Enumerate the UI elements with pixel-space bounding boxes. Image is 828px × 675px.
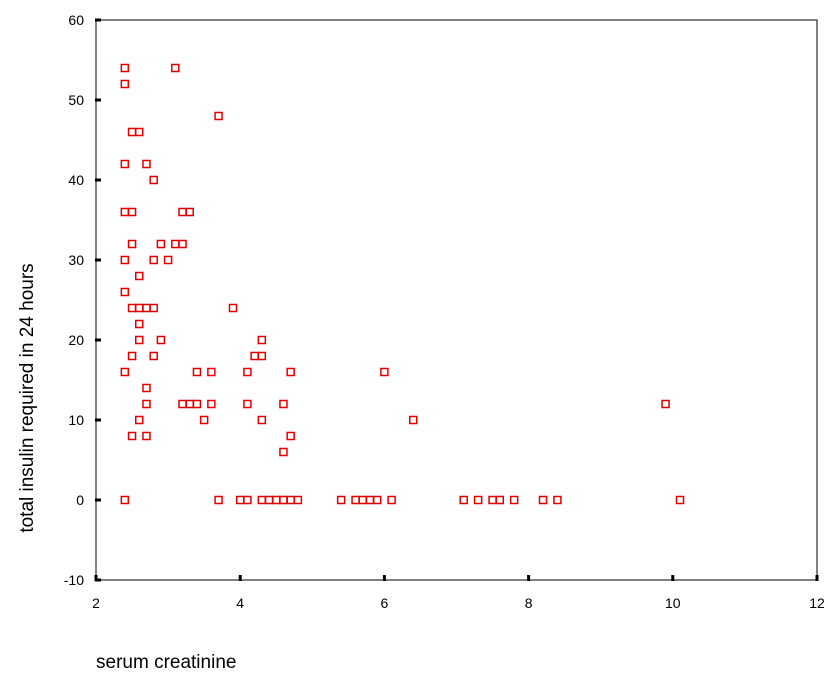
data-point — [257, 351, 267, 361]
data-point — [127, 207, 137, 217]
data-point — [243, 495, 252, 505]
data-point — [142, 399, 151, 409]
data-point — [171, 63, 180, 73]
data-point — [127, 431, 137, 441]
y-tick-label: 10 — [68, 412, 84, 428]
data-point — [120, 159, 130, 169]
data-point — [192, 367, 202, 377]
x-tick-label: 10 — [665, 595, 681, 611]
data-point — [142, 431, 151, 441]
data-point — [149, 351, 158, 361]
data-point — [336, 495, 346, 505]
data-point — [495, 495, 505, 505]
data-point — [459, 495, 468, 505]
data-point — [257, 415, 267, 425]
data-point — [163, 255, 173, 265]
data-point — [286, 431, 295, 441]
data-point — [120, 367, 130, 377]
x-tick-label: 2 — [92, 595, 100, 611]
data-point — [127, 239, 137, 249]
data-point — [279, 447, 288, 457]
y-tick-label: 50 — [68, 92, 84, 108]
data-point — [149, 303, 158, 313]
data-point — [214, 495, 223, 505]
y-tick-label: 0 — [76, 492, 84, 508]
data-point — [127, 351, 137, 361]
x-tick-label: 8 — [525, 595, 533, 611]
data-point — [207, 367, 216, 377]
data-point — [142, 159, 151, 169]
data-point — [185, 207, 194, 217]
data-point — [192, 399, 202, 409]
data-point — [120, 255, 130, 265]
data-point — [372, 495, 382, 505]
data-point — [178, 239, 187, 249]
x-tick-label: 6 — [381, 595, 389, 611]
data-point — [387, 495, 396, 505]
data-point — [243, 367, 252, 377]
data-point — [286, 367, 295, 377]
axis-ticks: 2 4 6 8 10 12 -10 0 10 20 30 40 50 60 — [64, 12, 825, 611]
data-point — [408, 415, 418, 425]
data-point — [135, 335, 144, 345]
data-point — [156, 239, 166, 249]
data-point — [214, 111, 223, 121]
x-tick-label: 12 — [809, 595, 825, 611]
data-point — [120, 495, 130, 505]
data-point — [661, 399, 670, 409]
y-tick-label: 60 — [68, 12, 84, 28]
data-point — [135, 271, 144, 281]
x-tick-label: 4 — [236, 595, 244, 611]
data-point — [149, 255, 158, 265]
data-point — [473, 495, 483, 505]
data-point — [135, 127, 144, 137]
data-point — [120, 63, 130, 73]
data-point — [149, 175, 158, 185]
data-point — [207, 399, 216, 409]
data-points — [120, 63, 685, 505]
data-point — [120, 79, 130, 89]
data-point — [156, 335, 166, 345]
plot-frame — [95, 19, 818, 581]
data-point — [120, 287, 130, 297]
data-point — [243, 399, 252, 409]
data-point — [142, 383, 151, 393]
data-point — [675, 495, 685, 505]
y-tick-label: 40 — [68, 172, 84, 188]
data-point — [380, 367, 389, 377]
data-point — [199, 415, 209, 425]
data-point — [509, 495, 519, 505]
y-tick-label: 30 — [68, 252, 84, 268]
data-point — [135, 415, 144, 425]
data-point — [135, 319, 144, 329]
data-point — [553, 495, 562, 505]
data-point — [293, 495, 303, 505]
y-axis-title: total insulin required in 24 hours — [17, 263, 38, 532]
y-tick-label: 20 — [68, 332, 84, 348]
data-point — [538, 495, 548, 505]
data-point — [257, 335, 267, 345]
data-point — [228, 303, 238, 313]
x-axis-title: serum creatinine — [96, 652, 236, 673]
y-tick-label: -10 — [64, 572, 84, 588]
data-point — [279, 399, 288, 409]
